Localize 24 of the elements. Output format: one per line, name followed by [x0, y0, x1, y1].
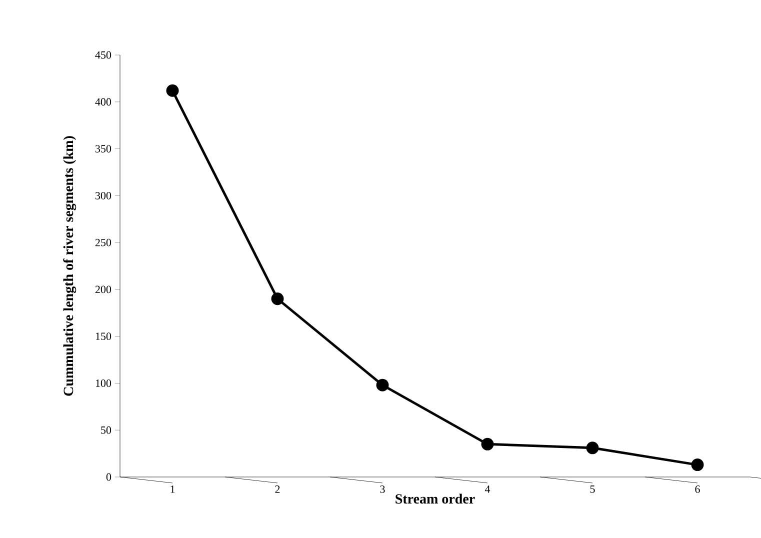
- y-tick-label: 250: [95, 238, 112, 246]
- y-axis-title: Cummulative length of river segments (km): [63, 136, 76, 396]
- y-tick-label: 50: [101, 426, 112, 434]
- x-tick-label: 2: [275, 486, 280, 493]
- point: [586, 442, 599, 454]
- point: [376, 378, 389, 392]
- y-tick-label: 300: [96, 192, 112, 200]
- x-tick-label: 6: [695, 486, 700, 493]
- point: [271, 292, 284, 306]
- point: [166, 84, 179, 97]
- y-tick-label: 0: [106, 473, 112, 481]
- x-tick-label: 5: [590, 486, 595, 493]
- x-axis-title: Stream order: [396, 494, 475, 504]
- y-tick-label: 200: [95, 286, 112, 294]
- x-tick-label: 1: [170, 486, 175, 493]
- x-tick-label: 4: [484, 486, 490, 493]
- point: [481, 438, 494, 450]
- y-tick-label: 400: [95, 98, 112, 106]
- y-tick-label: 150: [96, 332, 112, 340]
- y-tick-label: 100: [96, 380, 112, 387]
- x-tick-label: 3: [380, 486, 385, 493]
- point: [691, 458, 704, 472]
- y-tick-label: 350: [96, 145, 112, 152]
- y-tick-label: 450: [95, 51, 112, 59]
